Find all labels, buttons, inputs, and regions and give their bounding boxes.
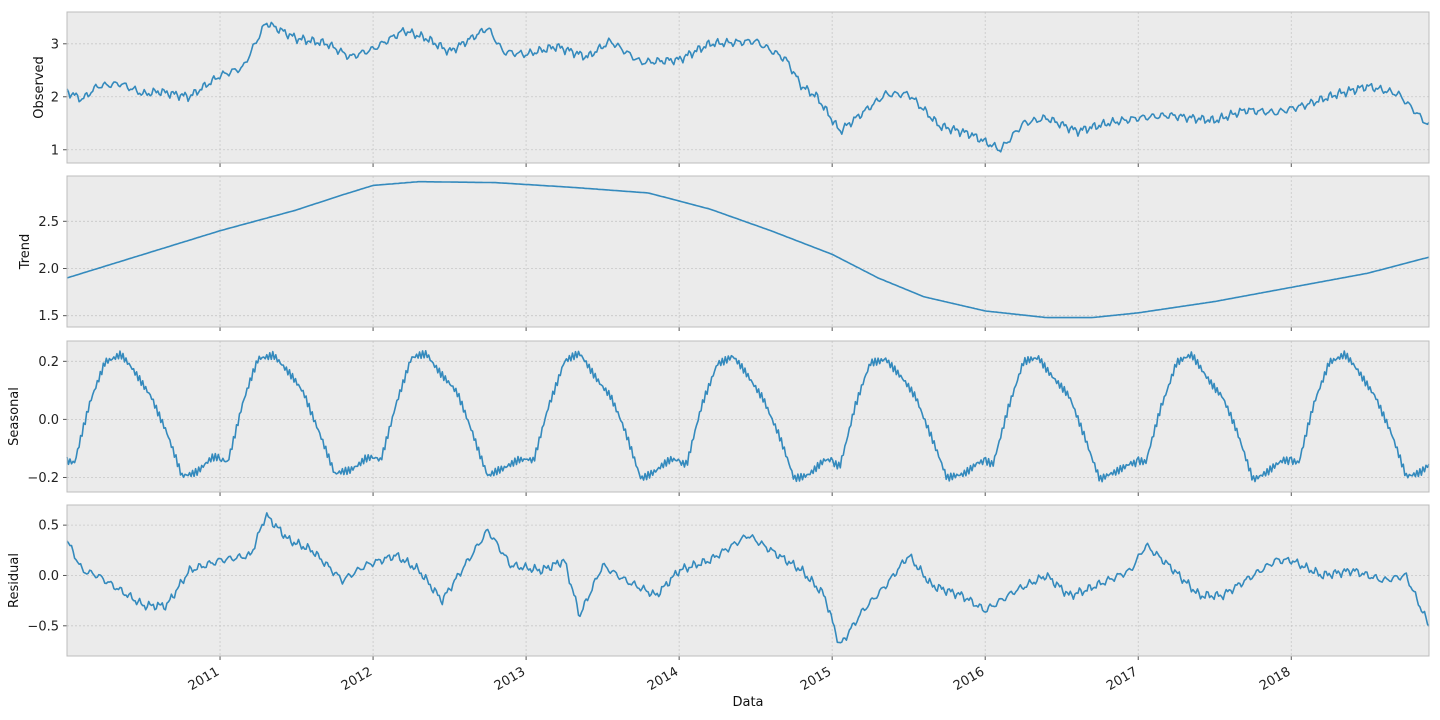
y-tick-label: 0.5	[38, 519, 59, 534]
y-tick-label: 2.5	[38, 215, 59, 230]
panel-seasonal: −0.2 0.0 0.2 Seasonal	[7, 340, 1430, 496]
x-tick-label: 2012	[339, 664, 375, 694]
panel-frame	[66, 175, 1430, 328]
x-tick-label: 2016	[951, 664, 987, 694]
x-tick-label: 2014	[645, 664, 681, 694]
y-tick-label: 1.5	[38, 309, 59, 324]
panel-background	[67, 12, 1429, 163]
y-axis-label-seasonal: Seasonal	[7, 387, 22, 446]
y-tick-label: 3	[51, 37, 59, 52]
panel-frame	[66, 504, 1430, 657]
series-line-residual	[66, 512, 1430, 644]
y-axis-label-observed: Observed	[32, 56, 47, 119]
y-axis-label-residual: Residual	[7, 553, 22, 608]
panel-trend: 1.5 2.0 2.5 Trend	[18, 175, 1430, 331]
x-tick-label: 2015	[798, 664, 834, 694]
y-tick-label: 2.0	[38, 262, 59, 277]
x-tick-label: 2018	[1257, 664, 1293, 694]
x-tick-label: 2013	[492, 664, 528, 694]
y-axis-label-trend: Trend	[18, 234, 33, 271]
panel-frame	[66, 340, 1430, 493]
panel-background	[67, 176, 1429, 327]
y-tick-label: −0.2	[27, 471, 59, 486]
panel-observed: 1 2 3 Observed	[32, 11, 1430, 167]
y-tick-label: 0.0	[38, 413, 59, 428]
x-axis-label: Data	[732, 695, 763, 710]
y-tick-label: 0.0	[38, 569, 59, 584]
series-line-observed	[66, 21, 1430, 153]
y-tick-label: 2	[51, 90, 59, 105]
panel-residual: −0.5 0.0 0.5 Residual	[7, 504, 1430, 660]
panel-background	[67, 341, 1429, 492]
x-tick-label: 2017	[1104, 664, 1140, 694]
x-tick-label: 2011	[186, 664, 222, 694]
y-tick-label: 0.2	[38, 355, 59, 370]
panel-background	[67, 505, 1429, 656]
y-tick-label: −0.5	[27, 619, 59, 634]
series-line-seasonal	[66, 349, 1430, 483]
series-line-trend	[66, 180, 1430, 319]
panel-frame	[66, 11, 1430, 164]
y-tick-label: 1	[51, 143, 59, 158]
